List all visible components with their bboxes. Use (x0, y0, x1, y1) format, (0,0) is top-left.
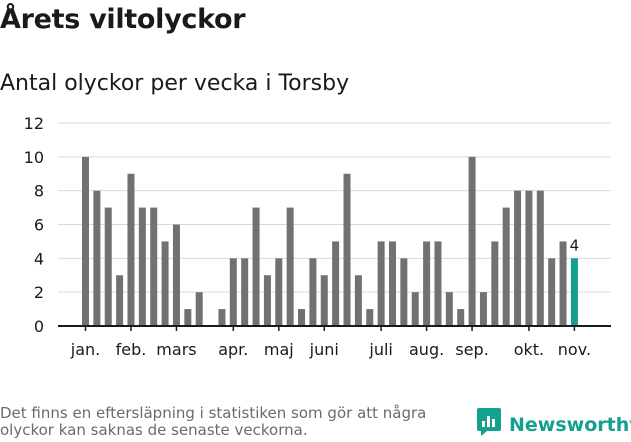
newsworthy-logo-icon (476, 407, 502, 442)
bar (150, 207, 158, 326)
bar (468, 156, 476, 326)
chart-subtitle: Antal olyckor per vecka i Torsby (0, 71, 350, 96)
x-tick-label: maj (264, 340, 294, 359)
bar (195, 292, 203, 326)
x-tick-label: mars (156, 340, 196, 359)
bar (286, 207, 294, 326)
x-tick-label: sep. (455, 340, 488, 359)
footnote: Det finns en eftersläpning i statistiken… (0, 404, 427, 439)
bar (116, 275, 124, 326)
x-tick-label: nov. (558, 340, 591, 359)
x-tick-label: feb. (116, 340, 147, 359)
data-label: 4 (570, 236, 580, 254)
bar (252, 207, 260, 326)
brand-name: Newsworthy (509, 413, 631, 436)
y-tick-label: 2 (34, 283, 44, 302)
bar (434, 241, 442, 326)
bar (400, 258, 408, 326)
y-tick-label: 0 (34, 317, 44, 336)
x-tick-label: aug. (409, 340, 444, 359)
y-tick-label: 6 (34, 216, 44, 235)
brand-logo: Newsworthy (476, 407, 631, 442)
bar (548, 258, 556, 326)
x-tick-label: apr. (218, 340, 248, 359)
bar (457, 309, 465, 326)
page-title: Årets viltolyckor (0, 4, 246, 35)
bar (241, 258, 249, 326)
bar (104, 207, 112, 326)
bar (423, 241, 431, 326)
bar (354, 275, 362, 326)
y-tick-label: 4 (34, 249, 44, 268)
bar (172, 224, 180, 326)
bar (445, 292, 453, 326)
y-tick-label: 8 (34, 182, 44, 201)
bar (184, 309, 192, 326)
bar (320, 275, 328, 326)
bar (263, 275, 271, 326)
bar (93, 190, 101, 326)
bar (491, 241, 499, 326)
bar (388, 241, 396, 326)
bar (514, 190, 522, 326)
x-tick-label: jan. (70, 340, 100, 359)
bar (82, 156, 89, 326)
bar (366, 309, 374, 326)
bar (343, 173, 351, 326)
bar (275, 258, 283, 326)
x-tick-label: juli (368, 340, 392, 359)
bar (332, 241, 340, 326)
bar-chart: 0 2 4 6 8 10 12 4 jan. feb. mars apr. maj juni juli aug… (24, 114, 611, 359)
x-tick-label: okt. (514, 340, 544, 359)
bar (479, 292, 487, 326)
bar (309, 258, 317, 326)
bar (229, 258, 237, 326)
bar (411, 292, 419, 326)
bar (138, 207, 146, 326)
bar-highlight (570, 258, 578, 326)
bar (536, 190, 544, 326)
bar (559, 241, 567, 326)
y-tick-label: 10 (24, 148, 44, 167)
y-tick-label: 12 (24, 114, 44, 133)
bar (502, 207, 510, 326)
x-tick-label: juni (309, 340, 339, 359)
bar (298, 309, 306, 326)
bar (377, 241, 385, 326)
bar (161, 241, 169, 326)
bar (127, 173, 135, 326)
bar (218, 309, 226, 326)
bar (525, 190, 533, 326)
